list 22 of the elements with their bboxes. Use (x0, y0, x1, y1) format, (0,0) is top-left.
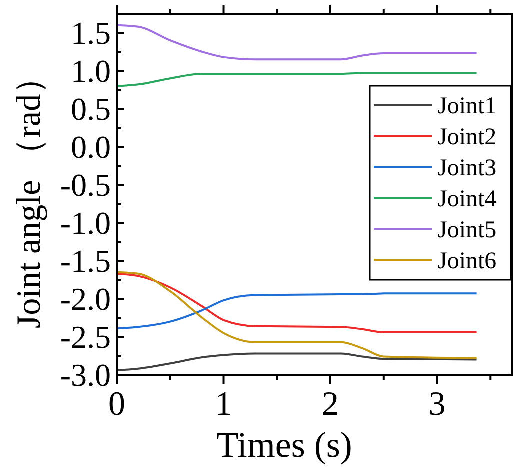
legend-label: Joint1 (438, 93, 497, 120)
legend-label: Joint6 (438, 248, 497, 274)
y-tick-label: -1.0 (60, 205, 111, 242)
legend-label: Joint3 (438, 155, 497, 182)
legend-label: Joint4 (438, 186, 497, 212)
x-tick-label: 3 (428, 386, 446, 423)
x-tick-label: 1 (215, 386, 232, 423)
y-tick-label: 1.0 (71, 53, 111, 90)
y-axis-title: Joint angle （rad） (11, 60, 48, 329)
x-tick-label: 2 (322, 386, 340, 423)
legend-label: Joint5 (438, 217, 497, 244)
legend-label: Joint2 (438, 124, 497, 150)
x-tick-label: 0 (108, 386, 126, 423)
y-tick-label: -0.5 (60, 167, 111, 204)
y-tick-label: 0.5 (71, 91, 111, 128)
y-tick-label: -1.5 (60, 243, 111, 280)
x-axis-title: Times (s) (216, 425, 352, 465)
y-tick-label: -2.5 (60, 319, 111, 356)
y-tick-label: -2.0 (60, 281, 111, 318)
y-tick-label: -3.0 (60, 357, 111, 394)
y-tick-label: 0.0 (71, 129, 111, 166)
y-tick-label: 1.5 (71, 15, 111, 52)
